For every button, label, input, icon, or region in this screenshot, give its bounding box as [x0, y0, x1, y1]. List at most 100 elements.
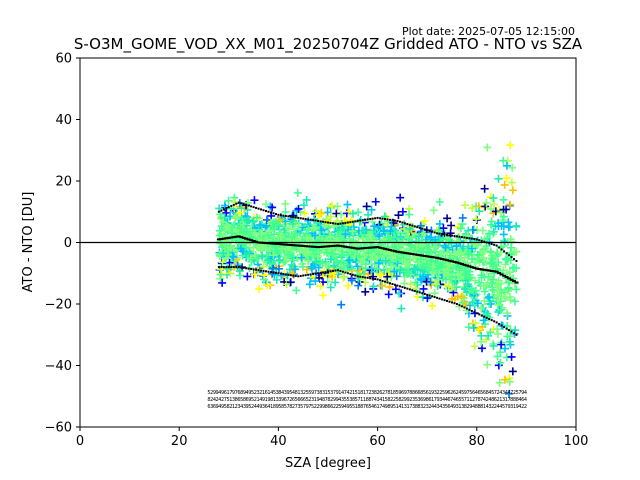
bin-count-label: 9: [516, 404, 519, 410]
lower-sigma-point: [220, 266, 223, 269]
bin-count-label: 8: [368, 397, 371, 403]
lower-sigma-point: [468, 308, 471, 311]
bin-count-label: 8: [357, 404, 360, 410]
mean-point: [427, 255, 432, 258]
bin-count-label: 3: [232, 397, 235, 403]
scatter-point: [465, 273, 474, 282]
scatter-point: [353, 245, 362, 254]
scatter-point: [349, 236, 358, 245]
bin-count-label: 1: [469, 397, 472, 403]
scatter-point: [344, 281, 353, 290]
lower-sigma-point: [393, 283, 396, 286]
mean-point: [412, 253, 417, 256]
upper-sigma-point: [431, 230, 434, 233]
scatter-point: [302, 195, 311, 204]
bin-count-label: 2: [235, 404, 238, 410]
mean-point: [254, 240, 259, 243]
bin-count-label: 1: [325, 390, 328, 396]
bin-count-label: 8: [387, 404, 390, 410]
bin-count-label: 4: [442, 397, 445, 403]
scatter-point: [281, 207, 290, 216]
scatter-point: [446, 229, 455, 238]
bin-count-label: 9: [469, 404, 472, 410]
mean-point: [378, 246, 383, 249]
scatter-point: [367, 205, 376, 214]
scatter-point: [337, 300, 346, 309]
bin-count-label: 8: [387, 397, 390, 403]
upper-sigma-point: [488, 242, 491, 245]
upper-sigma-point: [478, 239, 481, 242]
scatter-point: [502, 255, 511, 264]
mean-point: [226, 236, 231, 239]
scatter-point: [333, 236, 342, 245]
upper-sigma-point: [446, 233, 449, 236]
bin-count-label: 8: [491, 397, 494, 403]
upper-sigma-point: [515, 259, 518, 262]
upper-sigma-point: [297, 216, 300, 219]
scatter-point: [235, 267, 244, 276]
lower-sigma-point: [408, 288, 411, 291]
bin-count-label: 8: [420, 390, 423, 396]
upper-sigma-point: [257, 207, 260, 210]
lower-sigma-point: [294, 274, 297, 277]
bin-count-label: 8: [295, 390, 298, 396]
bin-count-label: 2: [390, 397, 393, 403]
bin-count-label: 9: [404, 397, 407, 403]
scatter-point: [297, 253, 306, 262]
mean-point: [358, 247, 363, 250]
upper-sigma-point: [235, 202, 238, 205]
scatter-point: [347, 264, 356, 273]
scatter-point: [304, 256, 313, 265]
scatter-point: [419, 272, 428, 281]
upper-sigma-point: [393, 219, 396, 222]
bin-count-label: 8: [464, 404, 467, 410]
scatter-point: [439, 224, 448, 233]
bin-count-label: 2: [437, 390, 440, 396]
scatter-point: [397, 304, 406, 313]
bin-count-label: 4: [488, 397, 491, 403]
scatter-point: [326, 255, 335, 264]
scatter-point: [285, 225, 294, 234]
upper-sigma-point: [336, 223, 339, 226]
bin-count-label: 3: [434, 390, 437, 396]
mean-point: [308, 245, 313, 248]
mean-point: [219, 238, 224, 241]
scatter-point: [405, 225, 414, 234]
bin-count-label: 1: [428, 390, 431, 396]
bin-count-label: 4: [319, 397, 322, 403]
bin-count-label: 6: [284, 397, 287, 403]
lower-sigma-point: [418, 291, 421, 294]
lower-sigma-point: [262, 269, 265, 272]
scatter-point: [468, 255, 477, 264]
lower-sigma-point: [351, 273, 354, 276]
lower-sigma-point: [292, 274, 295, 277]
lower-sigma-point: [503, 326, 506, 329]
upper-sigma-point: [329, 221, 332, 224]
bin-count-label: 5: [327, 390, 330, 396]
bin-count-label: 4: [518, 397, 521, 403]
upper-sigma-point: [448, 234, 451, 237]
bin-count-label: 9: [243, 390, 246, 396]
lower-sigma-point: [396, 284, 399, 287]
scatter-point: [444, 270, 453, 279]
scatter-point: [288, 212, 297, 221]
scatter-point: [361, 287, 370, 296]
scatter-point: [447, 221, 456, 230]
y-tick-label: −60: [45, 421, 72, 436]
scatter-point: [332, 256, 341, 265]
scatter-point: [496, 348, 505, 357]
scatter-point: [250, 196, 259, 205]
scatter-point: [381, 256, 390, 265]
lower-sigma-point: [453, 302, 456, 305]
scatter-point: [401, 260, 410, 269]
bin-count-label: 2: [497, 397, 500, 403]
upper-sigma-point: [356, 219, 359, 222]
mean-point: [497, 272, 502, 275]
bin-count-label: 2: [254, 390, 257, 396]
scatter-point: [354, 208, 363, 217]
upper-sigma-point: [433, 231, 436, 234]
scatter-point: [316, 282, 325, 291]
bin-count-label: 5: [415, 397, 418, 403]
scatter-point: [483, 143, 492, 152]
scatter-point: [470, 342, 479, 351]
